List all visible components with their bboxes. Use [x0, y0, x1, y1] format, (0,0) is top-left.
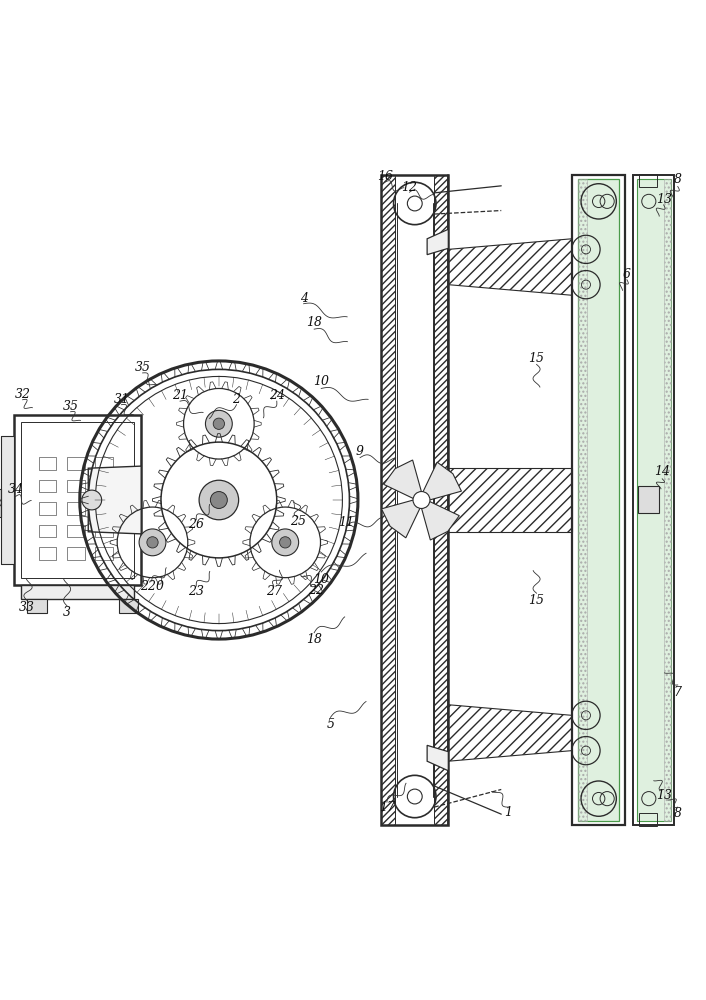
Text: 3: 3 [63, 606, 71, 619]
Bar [14, 415, 141, 585]
Polygon shape [383, 460, 423, 501]
Bar [39, 480, 56, 492]
Text: 33: 33 [19, 601, 35, 614]
Text: 22: 22 [309, 584, 324, 597]
Bar [639, 174, 657, 187]
Bar [434, 175, 448, 825]
Circle shape [272, 529, 299, 556]
Text: 31: 31 [114, 393, 129, 406]
Circle shape [205, 410, 232, 437]
Circle shape [199, 480, 239, 520]
Bar [578, 179, 587, 821]
Bar [95, 547, 113, 560]
Polygon shape [427, 229, 448, 255]
Text: 32: 32 [15, 388, 30, 401]
Bar [39, 457, 56, 470]
Text: 1: 1 [504, 806, 513, 819]
Text: 13: 13 [656, 789, 671, 802]
Text: 24: 24 [269, 389, 285, 402]
Bar [39, 502, 56, 515]
Text: 17: 17 [379, 801, 395, 814]
Text: 8: 8 [674, 807, 682, 820]
Circle shape [413, 492, 430, 508]
Text: 18: 18 [306, 633, 322, 646]
Bar [639, 813, 657, 826]
Bar [95, 502, 113, 515]
Bar [67, 502, 85, 515]
Text: 11: 11 [338, 516, 354, 529]
Text: 25: 25 [290, 515, 306, 528]
Circle shape [213, 418, 225, 429]
Bar [578, 179, 619, 821]
Bar [448, 468, 572, 532]
Polygon shape [420, 499, 460, 540]
Text: 9: 9 [356, 445, 364, 458]
Text: 8: 8 [674, 173, 682, 186]
Polygon shape [381, 498, 423, 538]
Text: 21: 21 [172, 389, 188, 402]
Text: 15: 15 [529, 594, 544, 607]
Polygon shape [88, 466, 141, 534]
Text: 35: 35 [135, 361, 150, 374]
Text: 5: 5 [326, 718, 335, 731]
Text: 220: 220 [140, 580, 164, 593]
Circle shape [139, 529, 166, 556]
Bar [637, 179, 671, 821]
Text: 16: 16 [377, 170, 393, 183]
Bar [95, 525, 113, 537]
Polygon shape [420, 462, 462, 502]
Bar [39, 547, 56, 560]
Bar [67, 480, 85, 492]
Bar [21, 585, 134, 599]
Text: 27: 27 [266, 585, 282, 598]
Text: 2: 2 [232, 393, 241, 406]
Bar [664, 179, 671, 821]
Bar [67, 457, 85, 470]
Text: 10: 10 [313, 375, 329, 388]
Bar [95, 457, 113, 470]
Bar [119, 599, 138, 613]
Bar [633, 175, 674, 825]
Bar [39, 525, 56, 537]
Text: 26: 26 [189, 518, 204, 531]
Text: 34: 34 [8, 483, 23, 496]
Text: 4: 4 [299, 292, 308, 305]
Text: 15: 15 [529, 352, 544, 365]
Bar [21, 422, 134, 578]
Text: 14: 14 [654, 465, 670, 478]
Text: 23: 23 [189, 585, 204, 598]
Text: 13: 13 [656, 193, 671, 206]
Circle shape [82, 490, 102, 510]
Bar [448, 468, 572, 532]
Circle shape [210, 492, 227, 508]
Text: 6: 6 [623, 268, 631, 281]
Circle shape [147, 537, 158, 548]
Bar [67, 525, 85, 537]
Bar [638, 486, 659, 513]
Text: 12: 12 [402, 181, 417, 194]
Bar [1, 436, 14, 564]
Polygon shape [427, 745, 448, 771]
Text: 35: 35 [63, 400, 78, 413]
Circle shape [280, 537, 291, 548]
Bar [381, 175, 448, 825]
Bar [381, 175, 395, 825]
Bar [572, 175, 625, 825]
Bar [27, 599, 47, 613]
Bar [67, 547, 85, 560]
Text: 18: 18 [306, 316, 322, 329]
Text: 10: 10 [313, 573, 329, 586]
Bar [95, 480, 113, 492]
Text: 7: 7 [674, 686, 682, 699]
Bar [0, 489, 1, 517]
